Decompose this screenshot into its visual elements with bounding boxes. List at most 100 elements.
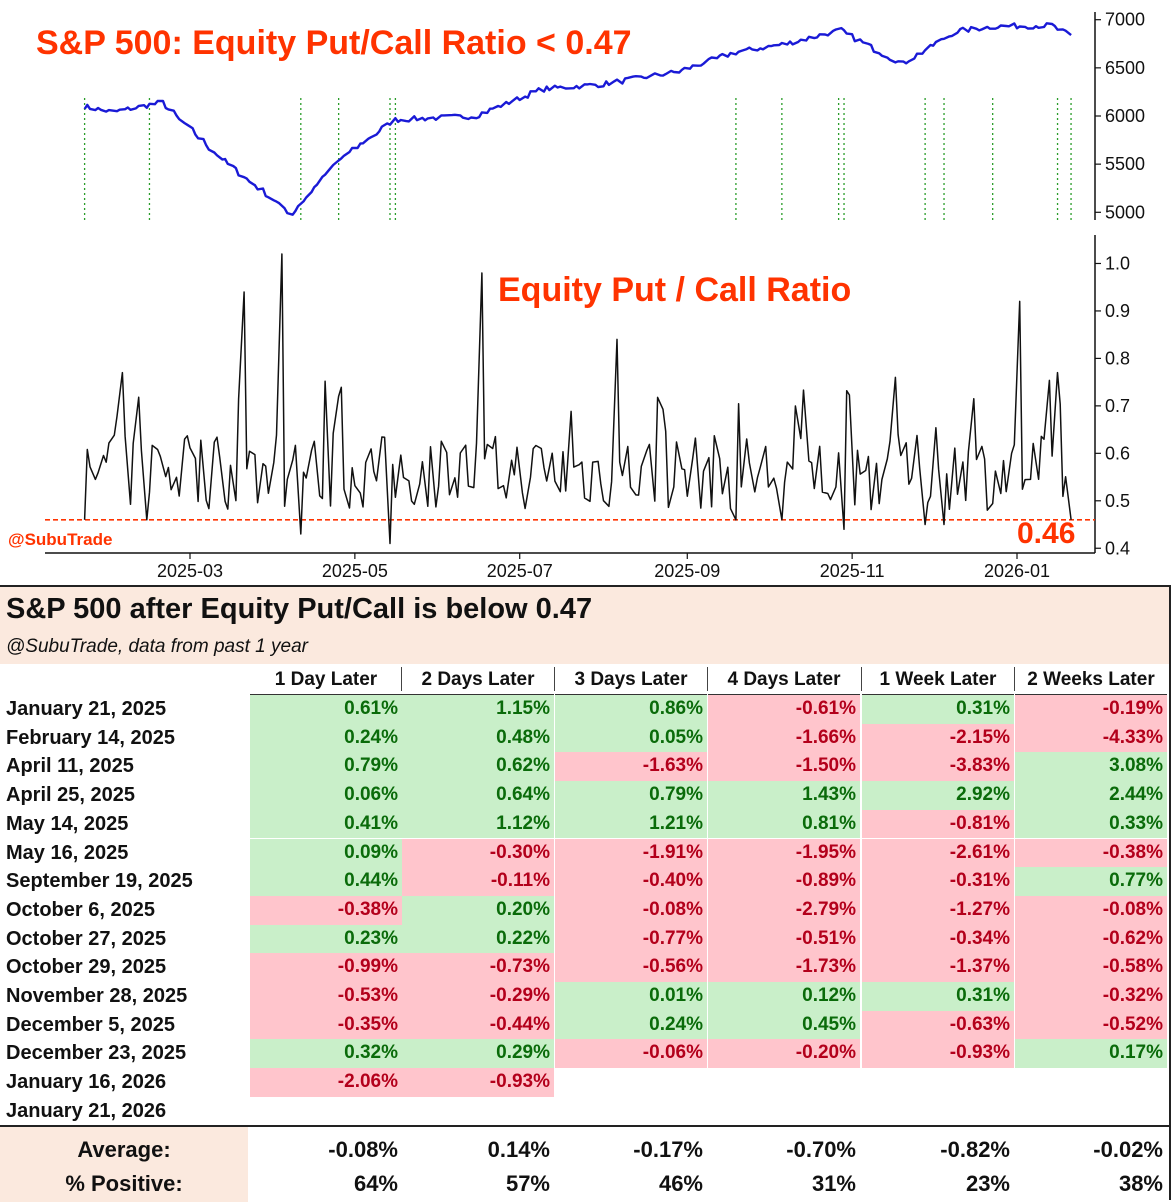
sp500-price-chart: 7000 6500 6000 5500 5000 bbox=[83, 10, 1145, 222]
table-cell: 0.32% bbox=[250, 1039, 402, 1069]
sp500-price-line bbox=[83, 22, 1072, 216]
table-row: May 14, 2025 0.41% 1.12% 1.21% 0.81% -0.81% 0.… bbox=[0, 809, 1171, 839]
table-cell: 0.24% bbox=[250, 723, 402, 753]
average-value: 0.14% bbox=[487, 1137, 550, 1162]
table-row: January 21, 2025 0.61% 1.15% 0.86% -0.61% 0.3… bbox=[0, 695, 1171, 724]
percent-positive-value: 31% bbox=[811, 1171, 856, 1196]
percent-positive-value: 23% bbox=[965, 1171, 1010, 1196]
column-separator bbox=[401, 667, 402, 691]
table-cell: -0.51% bbox=[708, 924, 860, 954]
table-right-border bbox=[1169, 585, 1171, 1200]
table-cell: -0.53% bbox=[250, 982, 402, 1011]
ratio-x-tick-label: 2025-09 bbox=[654, 561, 720, 581]
ratio-y-tick-label: 0.6 bbox=[1105, 443, 1130, 463]
table-cell: -0.62% bbox=[1015, 924, 1167, 954]
table-cell: 0.62% bbox=[402, 752, 554, 782]
table-cell: 0.06% bbox=[250, 781, 402, 810]
table-cell: 0.64% bbox=[402, 781, 554, 810]
table-cell: -1.66% bbox=[708, 723, 860, 753]
table-cell: -0.32% bbox=[1015, 982, 1167, 1011]
table-cell: -0.44% bbox=[402, 1010, 554, 1040]
column-header: 1 Day Later bbox=[250, 666, 402, 695]
percent-positive-label: % Positive: bbox=[65, 1171, 183, 1196]
row-date-label: January 21, 2026 bbox=[6, 1099, 167, 1122]
table-cell: 0.24% bbox=[555, 1010, 707, 1040]
column-separator bbox=[554, 667, 555, 691]
table-cell: -4.33% bbox=[1015, 723, 1167, 753]
column-separator bbox=[861, 667, 862, 691]
table-cell: 1.43% bbox=[708, 781, 860, 810]
ratio-x-tick-label: 2025-11 bbox=[820, 561, 885, 581]
ratio-y-tick-label: 0.5 bbox=[1105, 491, 1130, 511]
table-cell: -2.15% bbox=[862, 723, 1014, 753]
table-cell: -1.63% bbox=[555, 752, 707, 782]
price-y-tick-label: 5000 bbox=[1105, 202, 1145, 222]
table-cell: 0.81% bbox=[708, 809, 860, 839]
row-date-label: January 21, 2025 bbox=[6, 698, 167, 720]
table-cell: -1.50% bbox=[708, 752, 860, 782]
table-cell: -0.52% bbox=[1015, 1010, 1167, 1040]
table-cell: 0.33% bbox=[1015, 809, 1167, 839]
column-header: 1 Week Later bbox=[862, 666, 1014, 695]
table-cell: 1.12% bbox=[402, 809, 554, 839]
table-cell: 0.01% bbox=[555, 982, 707, 1011]
table-cell: 0.22% bbox=[402, 924, 554, 954]
table-row: October 6, 2025 -0.38% 0.20% -0.08% -2.79% -1… bbox=[0, 895, 1171, 925]
table-cell: -1.91% bbox=[555, 838, 707, 868]
table-cell: -2.61% bbox=[862, 838, 1014, 868]
table-cell: -0.11% bbox=[402, 867, 554, 896]
table-row: December 5, 2025 -0.35% -0.44% 0.24% 0.45% -0… bbox=[0, 1010, 1171, 1040]
table-cell: 0.45% bbox=[708, 1010, 860, 1040]
table-row: April 11, 2025 0.79% 0.62% -1.63% -1.50% -3.8… bbox=[0, 752, 1171, 782]
average-value: -0.17% bbox=[633, 1137, 703, 1162]
row-date-label: May 16, 2025 bbox=[6, 841, 129, 864]
watermark-text: @SubuTrade bbox=[8, 530, 112, 549]
average-value: -0.70% bbox=[786, 1137, 856, 1162]
column-header: 2 Weeks Later bbox=[1015, 666, 1167, 695]
row-date-label: April 25, 2025 bbox=[6, 784, 135, 807]
table-cell: 1.21% bbox=[555, 809, 707, 839]
table-cell: -0.77% bbox=[555, 924, 707, 954]
price-y-tick-label: 7000 bbox=[1105, 10, 1145, 30]
column-separator bbox=[1014, 667, 1015, 691]
table-cell: 0.23% bbox=[250, 924, 402, 954]
table-cell: -2.06% bbox=[250, 1068, 402, 1097]
price-y-tick-label: 6000 bbox=[1105, 106, 1145, 126]
table-row: January 16, 2026 -2.06% -0.93% bbox=[0, 1068, 1171, 1097]
ratio-y-tick-label: 0.4 bbox=[1105, 538, 1130, 558]
ratio-y-tick-label: 0.8 bbox=[1105, 348, 1130, 368]
column-headers: 1 Day Later 2 Days Later 3 Days Later 4 Day… bbox=[0, 666, 1171, 695]
percent-positive-value: 64% bbox=[353, 1171, 398, 1196]
average-value: -0.82% bbox=[940, 1137, 1010, 1162]
row-date-label: October 29, 2025 bbox=[6, 956, 167, 979]
table-cell: 0.48% bbox=[402, 723, 554, 753]
table-cell: -0.29% bbox=[402, 982, 554, 1011]
table-cell: -0.73% bbox=[402, 953, 554, 982]
row-date-label: November 28, 2025 bbox=[6, 985, 188, 1007]
results-table: S&P 500 after Equity Put/Call is below 0… bbox=[0, 585, 1171, 1202]
table-cell: -0.81% bbox=[862, 809, 1014, 839]
table-cell: -1.73% bbox=[708, 953, 860, 982]
table-cell: 2.92% bbox=[862, 781, 1014, 810]
table-cell: 0.20% bbox=[402, 895, 554, 925]
table-cell: -0.38% bbox=[250, 895, 402, 925]
row-date-label: February 14, 2025 bbox=[6, 726, 175, 749]
table-cell: -1.95% bbox=[708, 838, 860, 868]
table-cell: -0.34% bbox=[862, 924, 1014, 954]
table-cell: 0.41% bbox=[250, 809, 402, 839]
table-cell: 2.44% bbox=[1015, 781, 1167, 810]
table-row: January 21, 2026 bbox=[0, 1097, 1171, 1126]
table-cell: -0.35% bbox=[250, 1010, 402, 1040]
table-cell: 0.79% bbox=[250, 752, 402, 782]
column-header: 4 Days Later bbox=[708, 666, 860, 695]
table-cell: 0.77% bbox=[1015, 867, 1167, 896]
table-cell: -0.63% bbox=[862, 1010, 1014, 1040]
row-date-label: December 5, 2025 bbox=[6, 1013, 176, 1036]
table-cell: 0.31% bbox=[862, 982, 1014, 1011]
table-cell: -0.56% bbox=[555, 953, 707, 982]
table-cell: -0.08% bbox=[1015, 895, 1167, 925]
table-cell: -0.93% bbox=[862, 1039, 1014, 1069]
ratio-y-tick-label: 0.9 bbox=[1105, 301, 1130, 321]
table-row: February 14, 2025 0.24% 0.48% 0.05% -1.66% -2… bbox=[0, 723, 1171, 753]
table-cell: -0.61% bbox=[708, 695, 860, 724]
